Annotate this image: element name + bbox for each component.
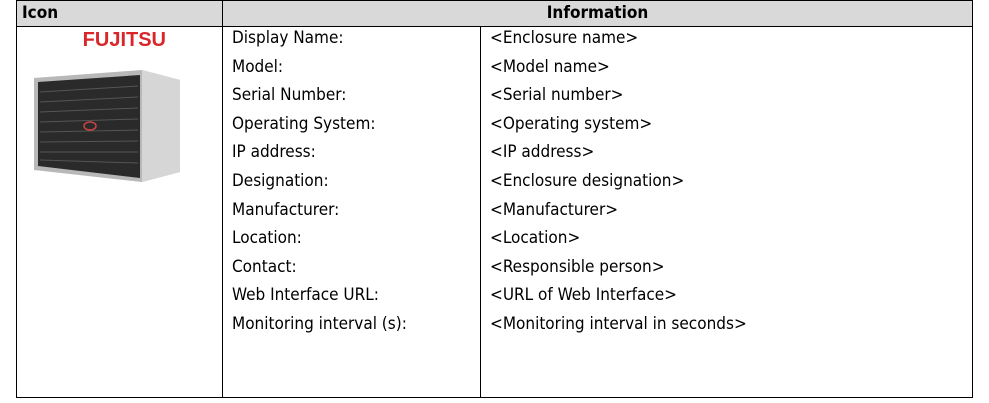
field-label: Manufacturer: <box>232 199 340 220</box>
field-value: <Monitoring interval in seconds> <box>490 314 747 334</box>
border <box>16 0 17 398</box>
border <box>222 0 223 398</box>
field-value: <IP address> <box>490 142 595 163</box>
field-value: <Manufacturer> <box>490 199 619 220</box>
field-value: <Operating system> <box>490 113 653 134</box>
field-label: Contact: <box>232 256 297 277</box>
logo: FUJITSU <box>83 30 166 51</box>
field-label: Location: <box>232 228 302 249</box>
field-label: Operating System: <box>232 113 376 134</box>
border <box>16 0 973 1</box>
field-value: <Serial number> <box>490 85 624 106</box>
field-label: Designation: <box>232 171 329 191</box>
border <box>16 397 973 398</box>
field-label: Model: <box>232 56 284 77</box>
field-label: Web Interface URL: <box>232 285 379 306</box>
field-value: <Location> <box>490 228 581 249</box>
field-label: Monitoring interval (s): <box>232 314 407 334</box>
field-label: Serial Number: <box>232 85 347 106</box>
header-row <box>17 1 972 26</box>
field-value: <Responsible person> <box>490 256 665 277</box>
border <box>480 27 481 398</box>
header-icon: Icon <box>22 3 59 23</box>
border <box>16 26 973 27</box>
border <box>972 0 973 398</box>
field-value: <Enclosure name> <box>490 28 639 48</box>
field-value: <Model name> <box>490 56 610 77</box>
field-label: IP address: <box>232 142 316 163</box>
field-label: Display Name: <box>232 28 344 48</box>
header-information: Information <box>546 3 649 23</box>
field-value: <URL of Web Interface> <box>490 285 677 306</box>
field-value: <Enclosure designation> <box>490 171 685 191</box>
server-icon: FUJITSU <box>34 30 180 182</box>
